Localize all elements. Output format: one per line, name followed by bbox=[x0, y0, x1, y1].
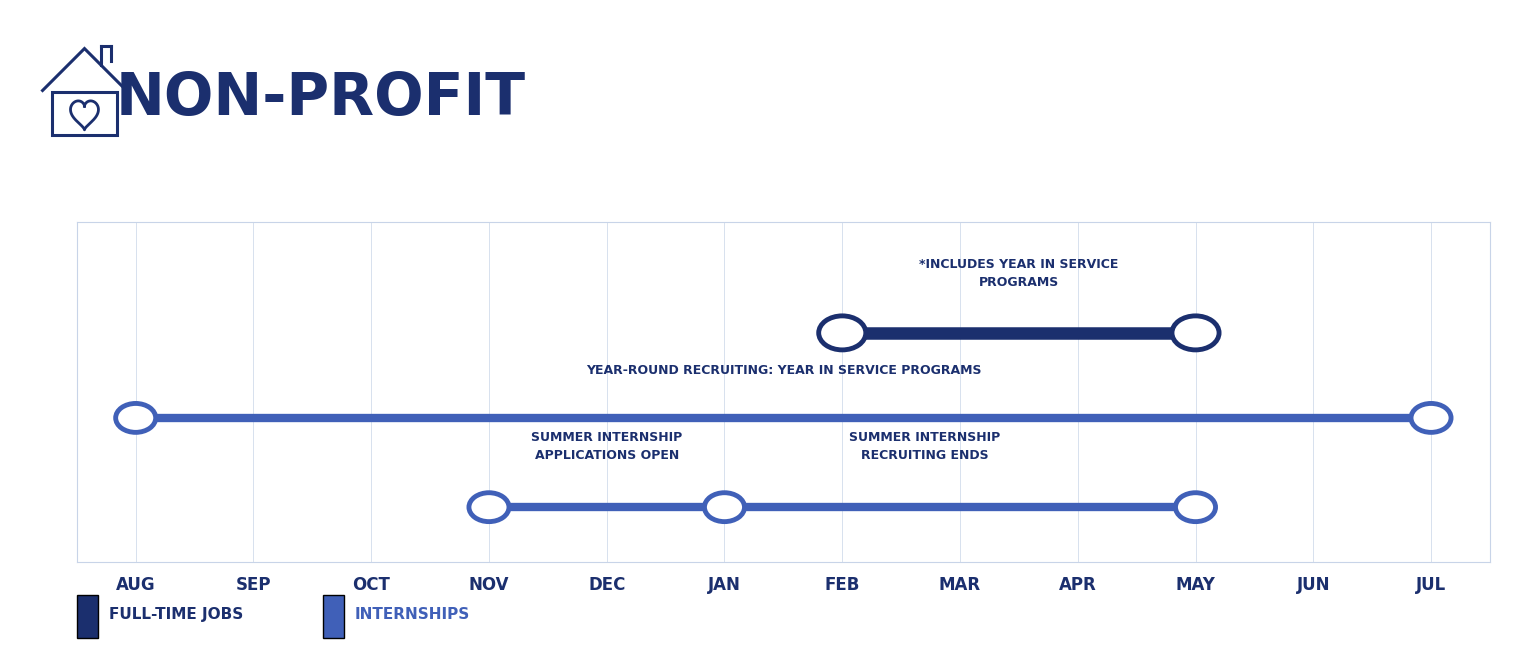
Text: FULL-TIME JOBS: FULL-TIME JOBS bbox=[109, 608, 243, 622]
Text: SUMMER INTERNSHIP
APPLICATIONS OPEN: SUMMER INTERNSHIP APPLICATIONS OPEN bbox=[531, 431, 682, 462]
Text: INTERNSHIPS: INTERNSHIPS bbox=[355, 608, 470, 622]
Circle shape bbox=[1175, 492, 1215, 522]
FancyBboxPatch shape bbox=[77, 595, 98, 638]
Text: SUMMER INTERNSHIP
RECRUITING ENDS: SUMMER INTERNSHIP RECRUITING ENDS bbox=[849, 431, 1000, 462]
Circle shape bbox=[115, 404, 155, 432]
FancyBboxPatch shape bbox=[323, 595, 344, 638]
Text: NON-PROFIT: NON-PROFIT bbox=[115, 69, 525, 127]
Text: YEAR-ROUND RECRUITING: YEAR IN SERVICE PROGRAMS: YEAR-ROUND RECRUITING: YEAR IN SERVICE P… bbox=[585, 364, 982, 377]
Circle shape bbox=[468, 492, 508, 522]
Circle shape bbox=[1412, 404, 1452, 432]
Text: *INCLUDES YEAR IN SERVICE
PROGRAMS: *INCLUDES YEAR IN SERVICE PROGRAMS bbox=[919, 258, 1118, 288]
Circle shape bbox=[1172, 316, 1220, 350]
Circle shape bbox=[705, 492, 745, 522]
Circle shape bbox=[819, 316, 866, 350]
